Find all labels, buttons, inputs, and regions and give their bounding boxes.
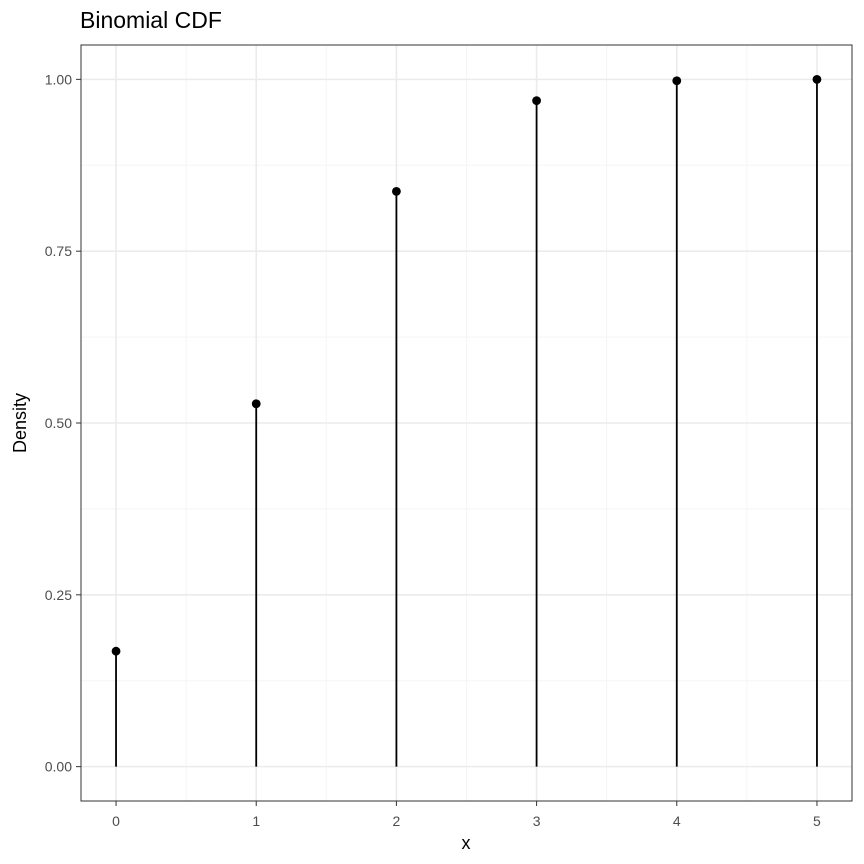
data-point (111, 646, 121, 656)
y-axis-title: Density (10, 393, 30, 453)
data-point (812, 74, 822, 84)
y-tick-label: 0.75 (45, 243, 72, 259)
chart-title: Binomial CDF (80, 7, 222, 33)
y-tick-label: 0.25 (45, 587, 72, 603)
grid (81, 45, 852, 801)
data-point (251, 399, 261, 409)
x-tick-label: 3 (533, 813, 541, 829)
x-tick-label: 1 (252, 813, 260, 829)
data-point (672, 76, 682, 86)
data-point (392, 186, 401, 196)
x-tick-label: 4 (673, 813, 681, 829)
y-tick-label: 0.50 (45, 415, 72, 431)
data-point (532, 96, 541, 106)
plot-marks (111, 74, 822, 767)
x-tick-label: 2 (393, 813, 401, 829)
axes: 0 1 2 3 4 5 0.00 0.25 0.50 0.75 1.00 (45, 71, 821, 829)
x-tick-label: 0 (112, 813, 120, 829)
y-tick-label: 1.00 (45, 71, 72, 87)
x-axis-title: x (462, 833, 471, 853)
x-tick-label: 5 (813, 813, 821, 829)
y-tick-label: 0.00 (45, 759, 72, 775)
